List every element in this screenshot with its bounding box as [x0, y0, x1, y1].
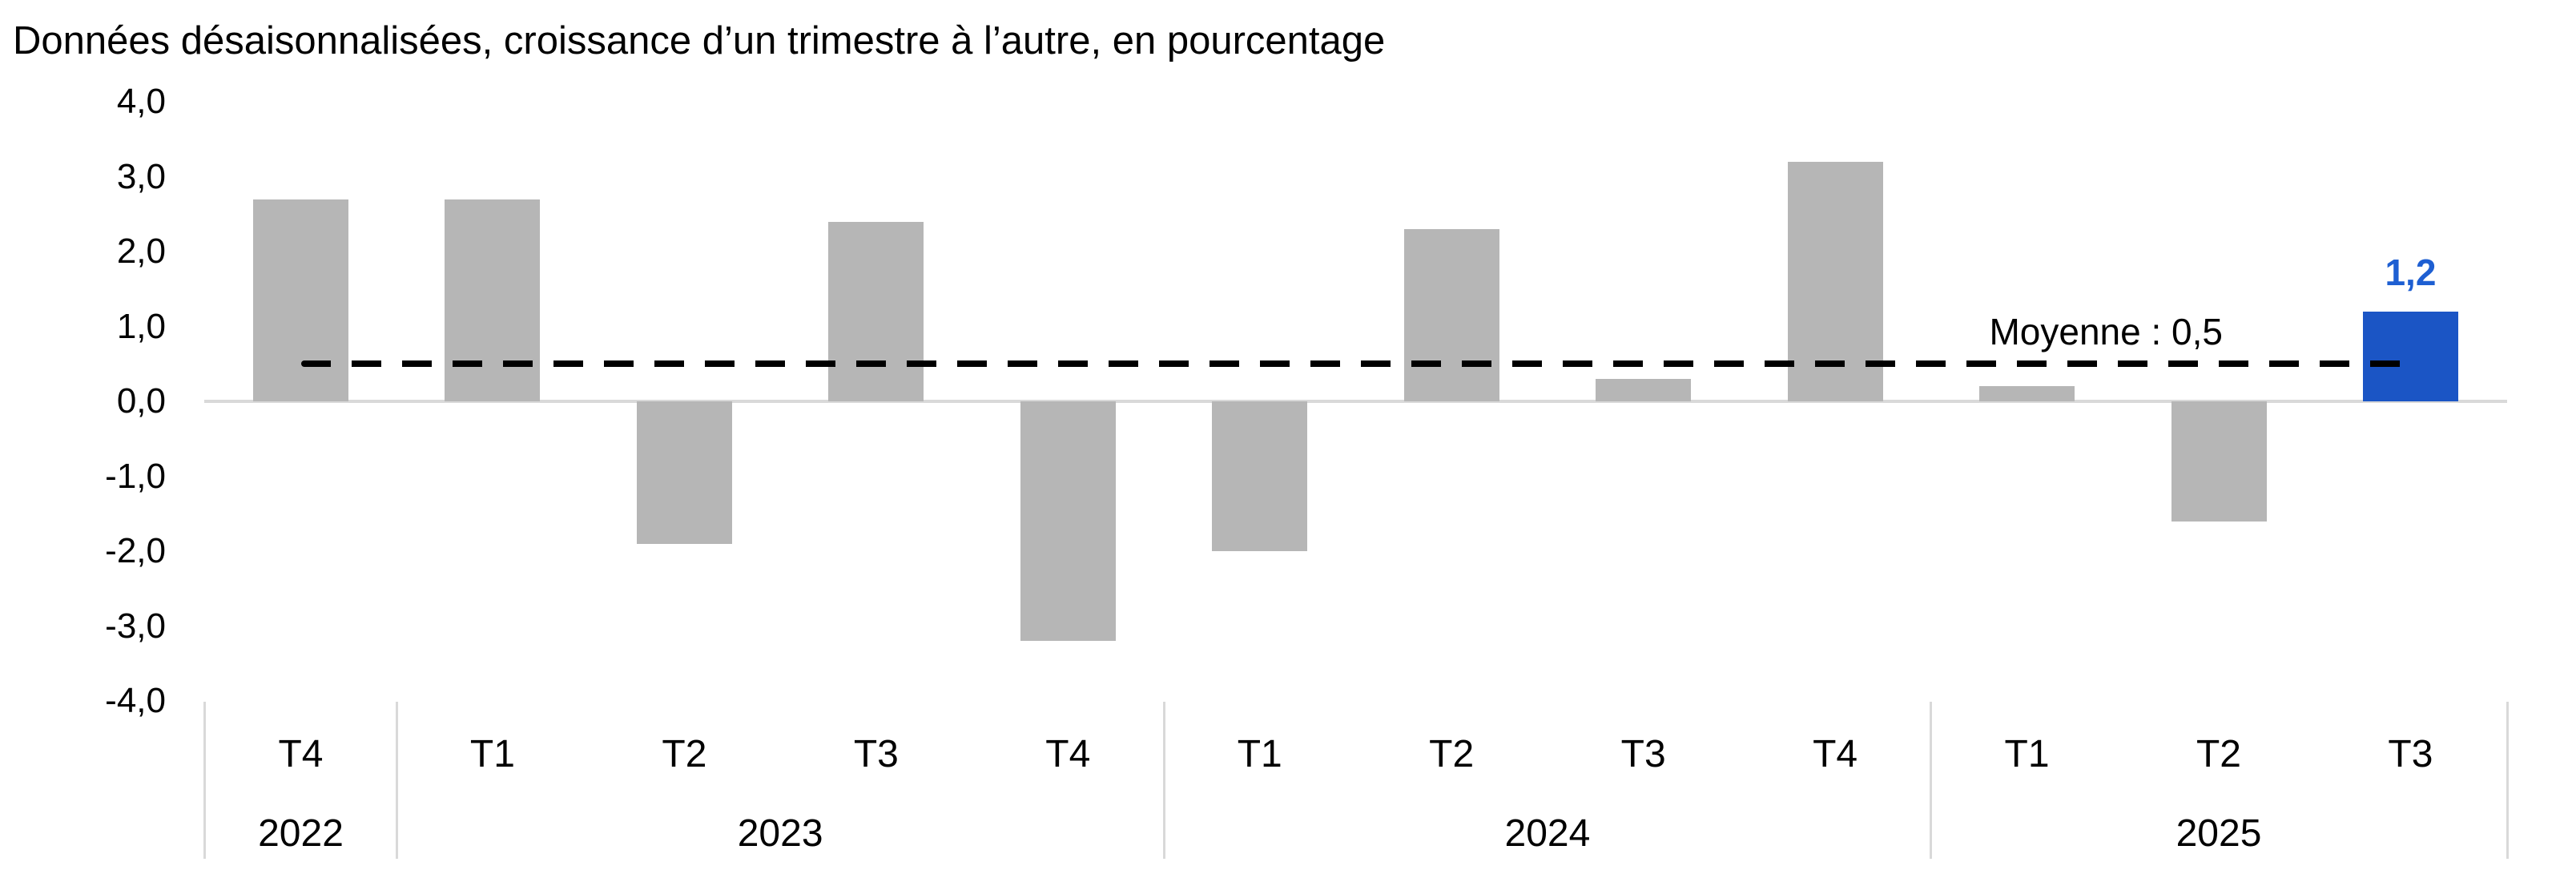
bar — [1212, 401, 1308, 551]
bar — [1979, 386, 2075, 401]
bar-highlight-t3-2025 — [2362, 311, 2458, 401]
x-axis-quarter-label: T1 — [469, 733, 515, 775]
category-group-separator — [203, 702, 206, 859]
x-axis-quarter-label: T2 — [1429, 733, 1475, 775]
category-group-separator — [1930, 702, 1933, 859]
category-group-separator — [1162, 702, 1165, 859]
y-axis-tick-label: -3,0 — [105, 606, 166, 646]
x-axis-quarter-label: T2 — [2196, 733, 2241, 775]
x-axis-year-label: 2024 — [1504, 812, 1591, 855]
x-axis-quarter-label: T3 — [2388, 733, 2433, 775]
y-axis-tick-label: 0,0 — [116, 381, 166, 421]
x-axis-quarter-label: T4 — [278, 733, 324, 775]
x-axis-quarter-label: T4 — [1045, 733, 1091, 775]
x-axis-quarter-label: T1 — [2004, 733, 2050, 775]
x-axis-quarter-label: T1 — [1237, 733, 1282, 775]
mean-dashed-line — [300, 360, 2411, 368]
y-axis-tick-label: 4,0 — [116, 82, 166, 121]
x-axis-quarter-label: T2 — [662, 733, 707, 775]
y-axis-tick-label: -2,0 — [105, 531, 166, 570]
y-axis-tick-label: -1,0 — [105, 456, 166, 496]
x-axis-year-label: 2022 — [258, 812, 344, 855]
bar — [253, 199, 348, 401]
y-axis-tick-label: 2,0 — [116, 232, 166, 271]
category-group-separator — [2506, 702, 2509, 859]
bar — [828, 221, 924, 401]
chart-title: Données désaisonnalisées, croissance d’u… — [13, 19, 1386, 62]
y-axis-tick-label: 1,0 — [116, 306, 166, 346]
bar — [2171, 401, 2267, 522]
category-group-separator — [395, 702, 398, 859]
bar — [1403, 228, 1499, 401]
x-axis-quarter-label: T4 — [1813, 733, 1858, 775]
bar — [636, 401, 732, 544]
highlight-value-label: 1,2 — [2385, 251, 2437, 293]
x-axis-quarter-label: T3 — [853, 733, 899, 775]
y-axis-tick-label: 3,0 — [116, 156, 166, 196]
x-axis-quarter-label: T3 — [1620, 733, 1666, 775]
bar — [1020, 401, 1116, 642]
x-axis-year-label: 2025 — [2176, 812, 2262, 855]
y-axis-tick-label: -4,0 — [105, 681, 166, 720]
bar — [445, 199, 541, 401]
x-axis-zero-line — [204, 400, 2507, 403]
bar — [1596, 378, 1692, 401]
mean-line-label: Moyenne : 0,5 — [1989, 311, 2223, 353]
x-axis-year-label: 2023 — [737, 812, 823, 855]
